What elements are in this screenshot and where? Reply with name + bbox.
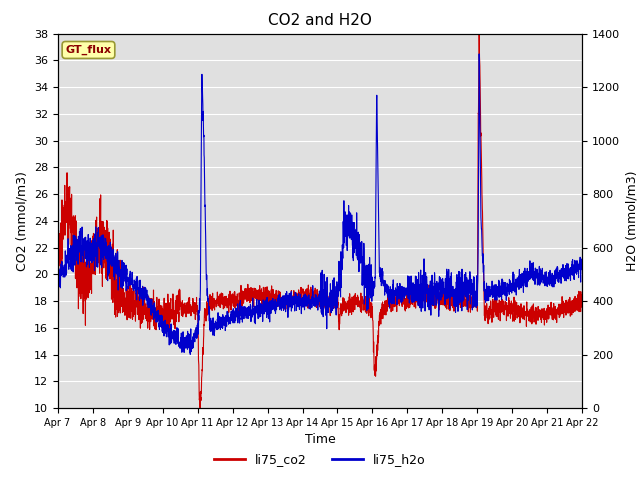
Y-axis label: H2O (mmol/m3): H2O (mmol/m3) — [626, 170, 639, 271]
li75_co2 — [579, 292, 586, 298]
X-axis label: Time: Time — [305, 433, 335, 446]
li75_h2o — [512, 279, 520, 285]
Y-axis label: CO2 (mmol/m3): CO2 (mmol/m3) — [15, 171, 28, 271]
li75_h2o — [54, 286, 61, 291]
li75_h2o — [255, 297, 263, 303]
Line: li75_h2o: li75_h2o — [58, 54, 582, 354]
li75_co2 — [54, 261, 61, 267]
li75_co2 — [196, 405, 204, 411]
li75_h2o — [278, 294, 285, 300]
Title: CO2 and H2O: CO2 and H2O — [268, 13, 372, 28]
li75_co2 — [114, 313, 122, 319]
li75_co2 — [568, 304, 576, 310]
li75_h2o — [114, 266, 122, 272]
li75_h2o — [476, 51, 483, 57]
li75_co2 — [476, 31, 483, 37]
Text: GT_flux: GT_flux — [65, 45, 111, 55]
li75_h2o — [579, 259, 586, 265]
li75_h2o — [145, 301, 152, 307]
li75_h2o — [568, 262, 576, 267]
li75_co2 — [255, 295, 263, 300]
li75_h2o — [186, 351, 194, 357]
li75_co2 — [145, 294, 152, 300]
Legend: li75_co2, li75_h2o: li75_co2, li75_h2o — [209, 448, 431, 471]
Line: li75_co2: li75_co2 — [58, 34, 582, 408]
li75_co2 — [278, 304, 285, 310]
li75_co2 — [512, 302, 520, 308]
